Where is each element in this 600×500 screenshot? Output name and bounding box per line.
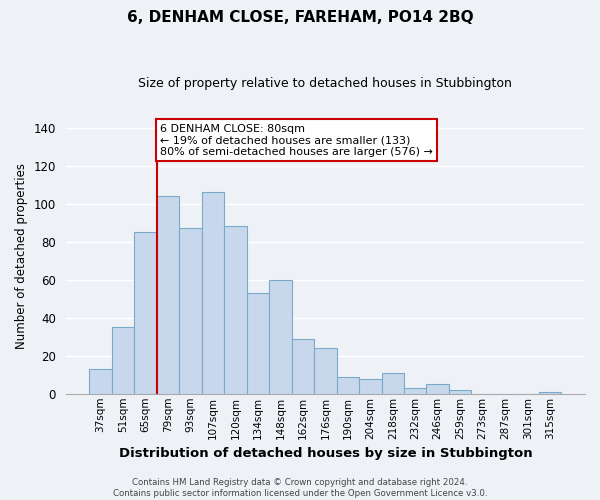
Bar	[314, 348, 337, 394]
Bar	[359, 378, 382, 394]
Bar	[539, 392, 562, 394]
Bar	[382, 373, 404, 394]
Text: 6, DENHAM CLOSE, FAREHAM, PO14 2BQ: 6, DENHAM CLOSE, FAREHAM, PO14 2BQ	[127, 10, 473, 25]
Title: Size of property relative to detached houses in Stubbington: Size of property relative to detached ho…	[139, 78, 512, 90]
Bar	[449, 390, 472, 394]
Bar	[427, 384, 449, 394]
Bar	[224, 226, 247, 394]
Bar	[247, 293, 269, 394]
Bar	[179, 228, 202, 394]
Bar	[404, 388, 427, 394]
Text: 6 DENHAM CLOSE: 80sqm
← 19% of detached houses are smaller (133)
80% of semi-det: 6 DENHAM CLOSE: 80sqm ← 19% of detached …	[160, 124, 433, 157]
Y-axis label: Number of detached properties: Number of detached properties	[15, 163, 28, 349]
Bar	[269, 280, 292, 394]
Bar	[337, 376, 359, 394]
Bar	[89, 369, 112, 394]
Bar	[134, 232, 157, 394]
Bar	[202, 192, 224, 394]
Bar	[292, 338, 314, 394]
Bar	[157, 196, 179, 394]
Bar	[112, 327, 134, 394]
Text: Contains HM Land Registry data © Crown copyright and database right 2024.
Contai: Contains HM Land Registry data © Crown c…	[113, 478, 487, 498]
X-axis label: Distribution of detached houses by size in Stubbington: Distribution of detached houses by size …	[119, 447, 532, 460]
